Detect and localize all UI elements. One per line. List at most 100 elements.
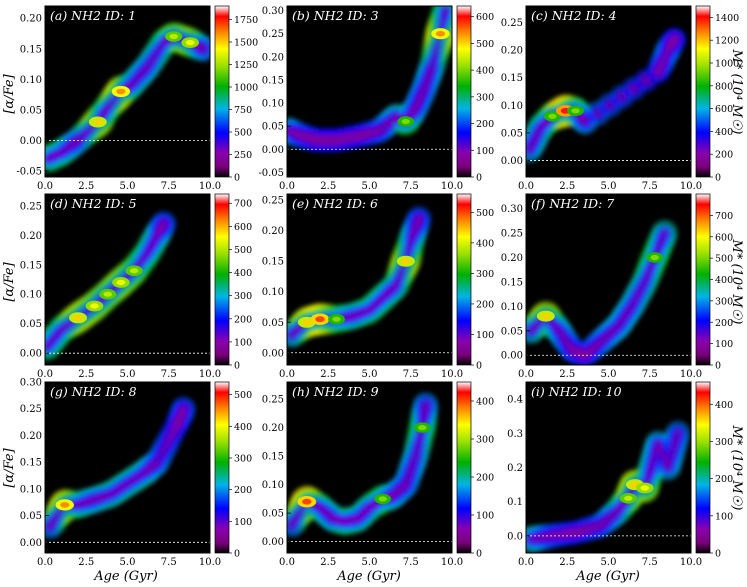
colorbar-label-row1: M* (10⁴ M☉): [729, 49, 744, 135]
y-tick-label: 0.10: [20, 290, 42, 301]
colorbar-tick-label: 800: [715, 81, 733, 92]
x-tick-label: 10.0: [199, 369, 221, 380]
colorbar-tick-label: 700: [234, 199, 252, 210]
x-tick-label: 2.5: [320, 181, 336, 192]
x-tick-label: 5.0: [120, 369, 136, 380]
chart-panel-4: (d) NH2 ID: 5 0.0 2.5 5.0 7.5 10.0 0.00 0.05 0.1…: [20, 193, 252, 380]
y-tick-label: 0.05: [262, 318, 284, 329]
colorbar-label-row3: M* (10⁴ M☉): [729, 425, 744, 511]
x-tick-label: 7.5: [642, 369, 658, 380]
x-tick-label: 5.0: [601, 557, 617, 568]
y-tick-label: 0.15: [501, 73, 523, 84]
colorbar-tick-label: 400: [476, 397, 494, 408]
density-layer: [45, 396, 210, 543]
x-tick-label: 10.0: [199, 181, 221, 192]
y-tick-label: 0.20: [262, 423, 284, 434]
y-tick-label: 0.1: [507, 497, 523, 508]
y-tick-label: 0.25: [501, 229, 523, 240]
colorbar-tick-label: 400: [234, 422, 252, 433]
y-tick-label: 0.10: [262, 99, 284, 110]
x-tick-label: 0.0: [279, 369, 295, 380]
density-layer: [526, 27, 691, 163]
colorbar-tick-label: 1750: [234, 15, 258, 26]
colorbar: [456, 5, 472, 178]
x-tick-label: 5.0: [362, 369, 378, 380]
y-tick-label: 0.20: [262, 52, 284, 63]
y-tick-label: 0.00: [262, 348, 284, 359]
colorbar: [695, 5, 711, 178]
colorbar-tick-label: 300: [715, 296, 733, 307]
y-tick-label: 0.25: [262, 196, 284, 207]
y-tick-label: 0.25: [262, 29, 284, 40]
colorbar-tick-label: 0: [715, 361, 721, 372]
y-tick-label: 0.15: [20, 44, 42, 55]
y-tick-label: -0.05: [16, 166, 42, 177]
x-tick-label: 2.5: [78, 181, 94, 192]
y-tick-label: 0.05: [20, 105, 42, 116]
colorbar-tick-label: 400: [715, 400, 733, 411]
x-tick-label: 0.0: [518, 557, 534, 568]
colorbar-tick-label: 100: [715, 339, 733, 350]
colorbar-tick-label: 1500: [234, 38, 258, 49]
x-tick-label: 0.0: [37, 181, 53, 192]
y-axis-label-row1: [α/Fe]: [2, 73, 17, 113]
y-tick-label: 0.15: [20, 458, 42, 469]
x-tick-label: 5.0: [601, 369, 617, 380]
colorbar-tick-label: 600: [715, 104, 733, 115]
y-tick-label: 0.15: [262, 452, 284, 463]
x-tick-label: 5.0: [120, 557, 136, 568]
density-core: [435, 30, 446, 37]
y-tick-label: 0.2: [507, 463, 523, 474]
density-layer: [45, 22, 210, 173]
density-core: [129, 268, 139, 274]
colorbar-tick-label: 250: [234, 150, 252, 161]
colorbar-tick-label: 400: [715, 275, 733, 286]
x-tick-label: 2.5: [559, 557, 575, 568]
y-tick-label: 0.10: [262, 480, 284, 491]
y-tick-label: 0.20: [501, 46, 523, 57]
colorbar-tick-label: 0: [476, 361, 482, 372]
x-tick-label: 7.5: [161, 557, 177, 568]
density-layer: [287, 206, 452, 354]
density-layer: [287, 6, 452, 152]
chart-panel-3: (c) NH2 ID: 4 0.0 2.5 5.0 7.5 10.0 0.00 0.05 0.1…: [501, 5, 739, 192]
x-tick-label: 7.5: [403, 557, 419, 568]
y-tick-label: 0.10: [20, 75, 42, 86]
x-tick-label: 7.5: [642, 557, 658, 568]
colorbar-tick-label: 200: [476, 473, 494, 484]
y-tick-label: 0.00: [501, 156, 523, 167]
colorbar-tick-label: 1000: [715, 59, 739, 70]
density-core: [93, 119, 103, 125]
y-tick-label: 0.00: [262, 145, 284, 156]
y-tick-label: -0.05: [258, 168, 284, 179]
x-tick-label: 7.5: [403, 181, 419, 192]
colorbar-tick-label: 300: [476, 92, 494, 103]
y-tick-label: 0.30: [20, 378, 42, 389]
density-core: [315, 316, 325, 323]
colorbar-tick-label: 500: [234, 128, 252, 139]
x-tick-label: 7.5: [403, 369, 419, 380]
colorbar: [456, 381, 472, 554]
y-tick-label: 0.15: [262, 257, 284, 268]
density-core: [302, 498, 312, 505]
colorbar-tick-label: 0: [715, 173, 721, 184]
y-tick-label: 0.0: [507, 531, 523, 542]
panel-title: (h) NH2 ID: 9: [292, 384, 379, 399]
y-tick-label: 0.15: [501, 277, 523, 288]
y-tick-label: 0.05: [262, 509, 284, 520]
density-core: [650, 254, 659, 261]
y-tick-label: 0.05: [20, 319, 42, 330]
colorbar-tick-label: 1400: [715, 13, 739, 24]
colorbar-tick-label: 100: [476, 146, 494, 157]
colorbar-tick-label: 100: [476, 330, 494, 341]
y-tick-label: 0.4: [507, 395, 523, 406]
y-tick-label: 0.15: [262, 75, 284, 86]
density-core: [185, 39, 195, 46]
panel-title: (c) NH2 ID: 4: [531, 8, 617, 23]
density-core: [548, 113, 557, 119]
y-tick-label: 0.20: [20, 431, 42, 442]
colorbar-tick-label: 500: [234, 245, 252, 256]
chart-panel-6: (f) NH2 ID: 7 0.0 2.5 5.0 7.5 10.0 0.00 0.05 0.1…: [501, 193, 733, 380]
colorbar-tick-label: 600: [476, 12, 494, 23]
